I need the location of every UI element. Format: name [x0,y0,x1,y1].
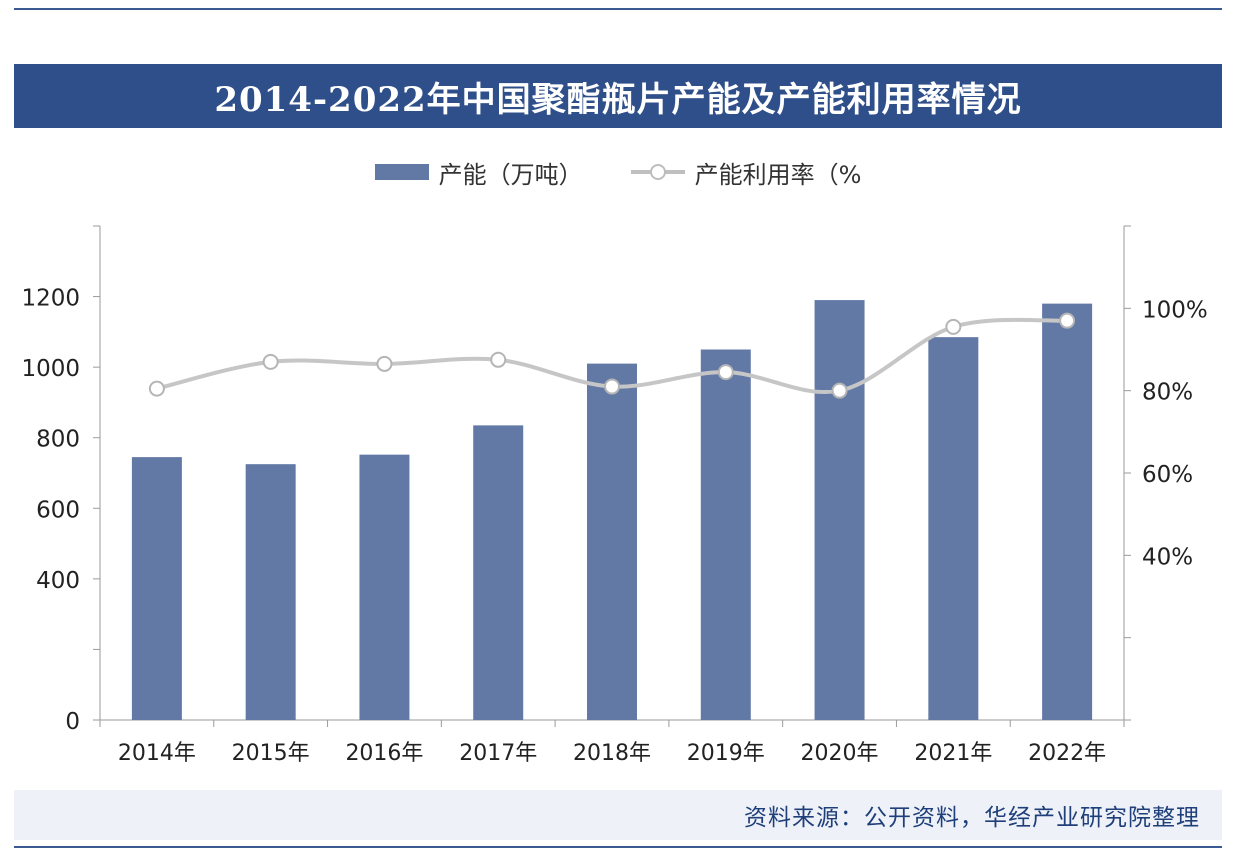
top-rule [14,8,1222,10]
legend-item-capacity: 产能（万吨） [374,155,583,190]
utilization-point [831,382,848,399]
y-left-tick-label: 1200 [21,286,80,312]
legend-line-label: 产能利用率（% [694,160,862,189]
utilization-point [490,351,507,368]
chart-svg: 0 400 600 800 1000 1200 40% 60% 80% 100% 2014年 2015… [21,225,1208,766]
y-left-tick-label: 600 [36,497,80,523]
utilization-point [717,364,734,381]
title-bar: 2014-2022年中国聚酯瓶片产能及产能利用率情况 [14,64,1222,128]
x-tick-label: 2021年 [914,741,992,766]
capacity-bar [359,454,410,720]
y-left-tick-label: 800 [36,427,80,453]
x-tick-label: 2022年 [1028,741,1106,766]
y-right-tick-label: 100% [1142,297,1208,323]
x-tick-label: 2015年 [232,741,310,766]
x-tick-label: 2014年 [118,741,196,766]
bottom-rule [14,846,1222,848]
utilization-point [945,318,962,335]
legend-item-utilization: 产能利用率（% [630,155,862,190]
y-left-tick-label: 0 [65,709,80,735]
x-tick-label: 2020年 [801,741,879,766]
footer: 资料来源：公开资料，华经产业研究院整理 [14,790,1222,840]
chart-title: 2014-2022年中国聚酯瓶片产能及产能利用率情况 [214,79,1022,120]
capacity-bar [587,363,637,720]
capacity-bar [131,457,182,720]
utilization-point [262,353,279,370]
x-tick-label: 2016年 [345,741,423,766]
capacity-bar [245,464,296,720]
capacity-bar [928,337,979,720]
x-tick-label: 2017年 [459,741,537,766]
capacity-bar [473,425,524,720]
capacity-bar [700,349,751,720]
y-right-tick-label: 60% [1142,462,1193,488]
y-right-tick-label: 40% [1142,544,1193,570]
utilization-point [376,355,393,372]
utilization-point [604,378,620,395]
utilization-point [148,380,165,397]
legend-bar-swatch [374,164,429,180]
y-left-tick-label: 400 [36,568,80,594]
x-tick-label: 2019年 [687,741,765,766]
y-right-tick-label: 80% [1142,380,1193,406]
utilization-point [1059,312,1076,329]
legend-bar-label: 产能（万吨） [438,160,583,189]
legend-line-swatch [630,164,685,180]
capacity-bar [814,300,865,720]
legend: 产能（万吨） 产能利用率（% [0,150,1236,194]
y-left-tick-label: 1000 [21,356,80,382]
source-note: 资料来源：公开资料，华经产业研究院整理 [744,805,1200,831]
plot-area: 0 400 600 800 1000 1200 40% 60% 80% 100% 2014年 2015… [14,196,1222,786]
capacity-bar [1042,303,1093,720]
x-tick-label: 2018年 [573,741,651,766]
